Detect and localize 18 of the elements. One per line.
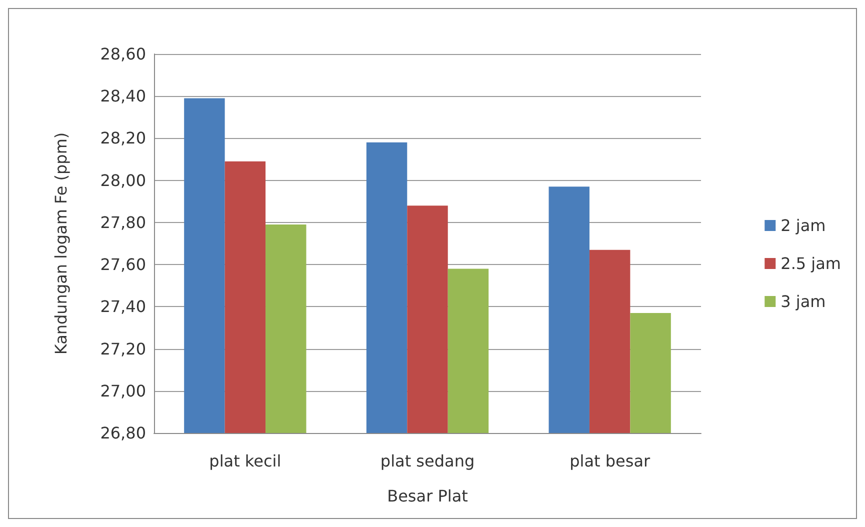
x-tick-label: plat besar — [570, 452, 650, 470]
y-tick-label: 26,80 — [100, 424, 146, 442]
legend-label: 3 jam — [780, 292, 826, 311]
y-axis-title: Kandungan logam Fe (ppm) — [52, 132, 70, 355]
y-tick-label: 28,20 — [100, 128, 146, 148]
x-axis-title: Besar Plat — [387, 486, 468, 506]
y-tick-label: 27,40 — [100, 297, 146, 316]
x-tick-label: plat sedang — [380, 452, 475, 470]
legend-label: 2 jam — [780, 216, 826, 235]
y-tick-label: 28,60 — [100, 44, 146, 64]
y-tick-label: 27,20 — [100, 339, 146, 358]
legend-label: 2.5 jam — [780, 254, 842, 273]
y-tick-label: 27,80 — [100, 212, 146, 232]
y-tick-label: 27,00 — [100, 381, 146, 400]
y-tick-label: 28,00 — [100, 170, 146, 190]
y-tick-label: 27,60 — [100, 255, 146, 274]
x-tick-label: plat kecil — [209, 452, 282, 470]
y-tick-label: 28,40 — [100, 86, 146, 106]
